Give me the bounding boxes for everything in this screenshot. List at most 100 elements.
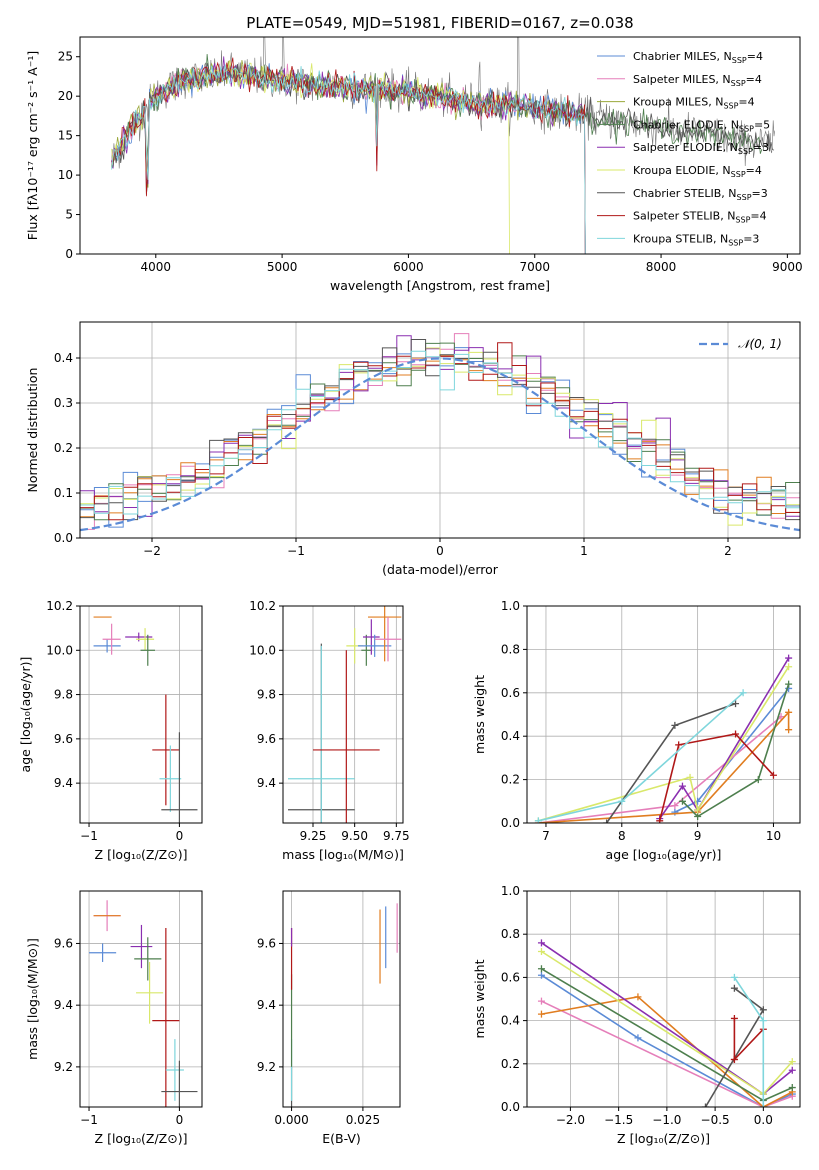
data-point-chabrier_stelib [671,721,679,729]
legend-label: 𝒩(0, 1) [738,337,782,351]
y-axis-label: mass weight [472,959,487,1038]
data-point-salpeter_elodie [788,1066,796,1074]
data-point-kroupa_elodie [537,947,545,955]
y-tick-label: 9.6 [257,732,276,746]
legend-label: Kroupa STELIB, NSSP=3 [633,232,759,247]
y-tick-label: 0 [65,247,73,261]
data-point-kroupa_elodie [694,806,702,814]
data-point-chabrier_elodie [788,1084,796,1092]
series-line-chabrier_miles [674,687,790,813]
series-line-chabrier_elodie [681,683,790,818]
data-point-salpeter_stelib [656,817,664,823]
legend-label: Kroupa MILES, NSSP=4 [633,96,755,111]
error-bars [89,900,198,1107]
y-tick-label: 9.4 [54,998,73,1012]
x-tick-label: −1 [287,544,305,558]
axes-frame [79,36,801,255]
y-tick-label: 0.6 [501,686,520,700]
x-tick-label: 6000 [393,260,424,274]
panel-3: −1 0 9.4 9.6 9.8 10.0 10.2 Z [log₁₀(Z/Z⊙)] age [… [18,599,203,862]
y-tick-label: 0.1 [54,486,73,500]
normal-curve [80,357,800,532]
x-tick-label: −2.0 [556,1113,585,1127]
data-point-salpeter_elodie [678,782,686,790]
data-point-kroupa_elodie [686,773,694,781]
data-point-chabrier_miles [537,971,545,979]
y-tick-label: 9.2 [54,1060,73,1074]
data-point-chabrier_elodie [754,776,762,784]
data-point-chabrier_stelib [730,984,738,992]
data-point-kroupa_stelib [759,1017,767,1025]
model-spectrum-salpeter_stelib [111,57,586,254]
x-tick-label: −1.5 [604,1113,633,1127]
panel-1: 4000 5000 6000 7000 8000 9000 0 5 10 15 20 25 wavele… [25,14,803,293]
x-tick-label: 9000 [772,260,803,274]
series-lines [534,654,793,823]
data-point-kroupa_elodie [785,663,793,671]
data-point-chabrier_miles [671,808,679,816]
x-tick-label: 10 [766,829,781,843]
axes-frame [526,890,801,1108]
y-tick-label: 10.2 [249,599,276,613]
y-tick-label: 9.4 [257,776,276,790]
x-tick-label: 7000 [519,260,550,274]
y-axis-label: age [log₁₀(age/yr)] [18,657,33,773]
data-point-orange [785,726,793,734]
data-point-orange [634,993,642,1001]
y-axis-label: Normed distribution [25,368,40,493]
y-tick-label: 0.4 [501,1014,520,1028]
y-tick-label: 0.4 [54,351,73,365]
data-point-chabrier_stelib [701,1103,709,1107]
axes-frame [282,605,404,824]
x-tick-label: 2 [724,544,732,558]
x-tick-label: 0 [176,1113,184,1127]
legend-label: Salpeter STELIB, NSSP=4 [633,210,767,225]
y-axis-label: mass [log₁₀(M/M⊙)] [25,938,40,1060]
y-tick-label: 0.2 [501,773,520,787]
data-point-salpeter_elodie [537,939,545,947]
data-point-chabrier_miles [634,1034,642,1042]
legend-label: Salpeter ELODIE, NSSP=3 [633,141,769,156]
y-tick-label: 0.6 [501,970,520,984]
data-point-kroupa_stelib [759,1103,767,1107]
data-point-salpeter_stelib [769,771,777,779]
y-tick-label: 5 [65,208,73,222]
y-tick-label: 10 [58,168,73,182]
model-spectrum-chabrier_stelib [111,62,775,195]
x-tick-label: 0 [176,829,184,843]
x-axis-label: E(B-V) [322,1131,361,1146]
y-tick-label: 1.0 [501,884,520,898]
y-tick-label: 0.2 [501,1057,520,1071]
x-tick-label: 0.000 [274,1113,308,1127]
axes-frame [79,890,203,1108]
y-tick-label: 0.3 [54,396,73,410]
x-tick-label: 9 [694,829,702,843]
data-point-chabrier_elodie [678,797,686,805]
data-point-salpeter_stelib [730,1055,738,1063]
x-tick-label: 4000 [141,260,172,274]
y-tick-label: 1.0 [501,599,520,613]
y-tick-label: 10.2 [46,599,73,613]
y-tick-label: 15 [58,129,73,143]
y-tick-label: 0.8 [501,642,520,656]
x-tick-label: 9.75 [383,829,410,843]
data-point-chabrier_elodie [537,965,545,973]
x-axis-label: Z [log₁₀(Z/Z⊙)] [95,1131,188,1146]
panel-7: 0.000 0.025 9.2 9.4 9.6 E(B-V) [257,890,401,1146]
data-point-kroupa_stelib [730,973,738,981]
x-tick-label: 9.50 [341,829,368,843]
y-tick-label: 25 [58,50,73,64]
x-tick-label: −1.0 [652,1113,681,1127]
y-tick-label: 9.4 [54,776,73,790]
y-tick-label: 10.0 [46,643,73,657]
data-point-salpeter_stelib [730,1014,738,1022]
x-tick-label: 7 [542,829,550,843]
legend-label: Chabrier ELODIE, NSSP=5 [633,118,770,133]
data-point-kroupa_stelib [739,689,747,697]
spectra [111,37,775,254]
data-point-chabrier_stelib [759,1006,767,1014]
x-tick-label: −2 [143,544,161,558]
panel-4: 9.25 9.50 9.75 9.4 9.6 9.8 10.0 10.2 mass [log₁₀… [249,599,410,862]
panel-6: −1 0 9.2 9.4 9.6 Z [log₁₀(Z/Z⊙)] mass [log₁₀(M… [25,890,203,1146]
